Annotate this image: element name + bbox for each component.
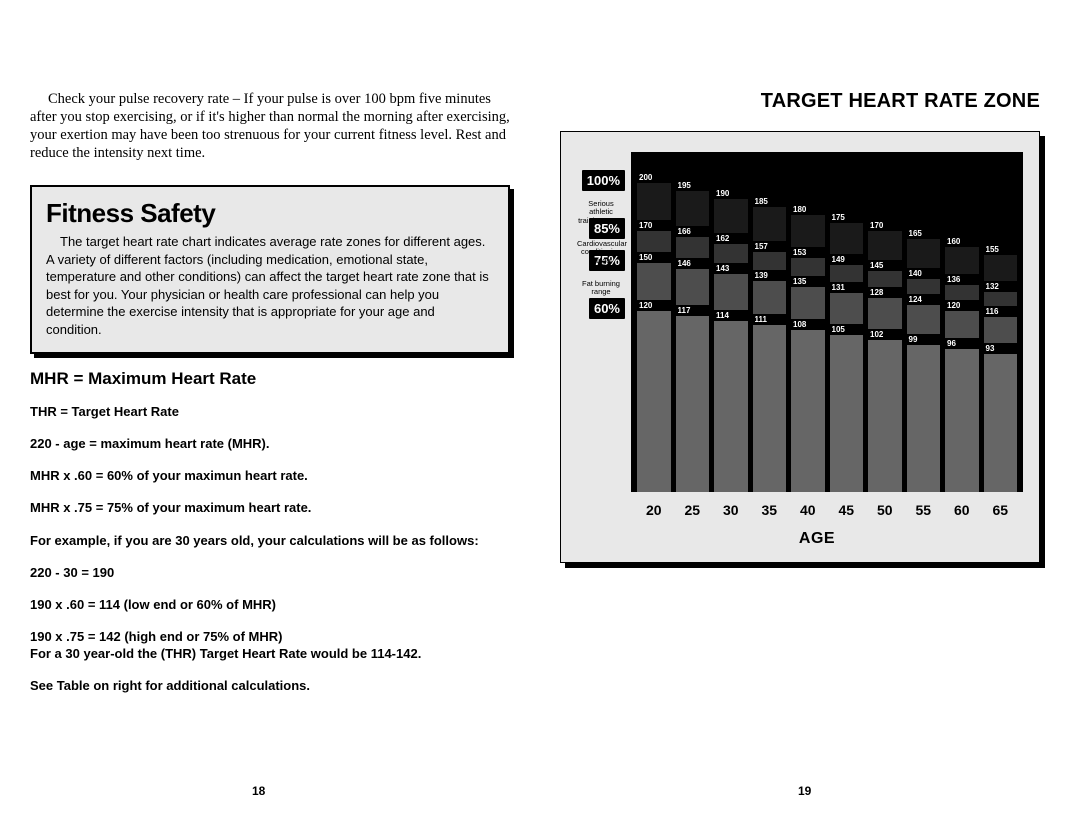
y-percent-label: 100% bbox=[582, 170, 625, 191]
page-number-right: 19 bbox=[798, 784, 811, 798]
bar-value-label: 128 bbox=[868, 287, 902, 298]
def-line: 190 x .75 = 142 (high end or 75% of MHR)… bbox=[30, 629, 510, 662]
left-page: Check your pulse recovery rate – If your… bbox=[30, 90, 510, 804]
chart-title: TARGET HEART RATE ZONE bbox=[560, 90, 1040, 113]
bar-value-label: 157 bbox=[753, 241, 787, 252]
bar-value-label: 145 bbox=[868, 260, 902, 271]
definitions: MHR = Maximum Heart Rate THR = Target He… bbox=[30, 368, 510, 694]
def-line: See Table on right for additional calcul… bbox=[30, 678, 510, 694]
def-line: 220 - age = maximum heart rate (MHR). bbox=[30, 436, 510, 452]
bar-column: 165 140 124 99 bbox=[907, 228, 941, 492]
x-tick: 60 bbox=[945, 502, 979, 518]
bar-value-label: 120 bbox=[637, 300, 671, 311]
right-page: TARGET HEART RATE ZONE 100%85%75%60%Seri… bbox=[560, 90, 1040, 804]
bar-value-label: 150 bbox=[637, 252, 671, 263]
bar-value-label: 102 bbox=[868, 329, 902, 340]
bar-value-label: 190 bbox=[714, 188, 748, 199]
bar-value-label: 170 bbox=[868, 220, 902, 231]
bars-area: 2001701501201951661461171901621431141851… bbox=[631, 152, 1023, 492]
heart-rate-chart: 100%85%75%60%Serious athletic training r… bbox=[560, 131, 1040, 563]
fitness-safety-title: Fitness Safety bbox=[46, 197, 494, 230]
bar-value-label: 96 bbox=[945, 338, 979, 349]
bar-value-label: 175 bbox=[830, 212, 864, 223]
y-axis: 100%85%75%60%Serious athletic training r… bbox=[571, 152, 631, 492]
page-number-left: 18 bbox=[252, 784, 265, 798]
bar-value-label: 170 bbox=[637, 220, 671, 231]
bar-column: 200 170 150 120 bbox=[637, 172, 671, 492]
bar-column: 195 166 146 117 bbox=[676, 180, 710, 492]
bar-value-label: 140 bbox=[907, 268, 941, 279]
def-line: For example, if you are 30 years old, yo… bbox=[30, 533, 510, 549]
bar-value-label: 155 bbox=[984, 244, 1018, 255]
x-tick: 20 bbox=[637, 502, 671, 518]
bar-value-label: 120 bbox=[945, 300, 979, 311]
bar-column: 155 132 116 93 bbox=[984, 244, 1018, 492]
x-axis: 20 2530 3540 4550 5560 65 bbox=[631, 492, 1023, 518]
bar-value-label: 153 bbox=[791, 247, 825, 258]
bar-value-label: 200 bbox=[637, 172, 671, 183]
bar-value-label: 93 bbox=[984, 343, 1018, 354]
bar-value-label: 116 bbox=[984, 306, 1018, 317]
def-line: 190 x .60 = 114 (low end or 60% of MHR) bbox=[30, 597, 510, 613]
bar-value-label: 165 bbox=[907, 228, 941, 239]
fitness-safety-box: Fitness Safety The target heart rate cha… bbox=[30, 185, 510, 355]
fitness-safety-body: The target heart rate chart indicates av… bbox=[46, 233, 494, 338]
bar-value-label: 146 bbox=[676, 258, 710, 269]
bar-value-label: 180 bbox=[791, 204, 825, 215]
x-tick: 55 bbox=[907, 502, 941, 518]
x-tick: 45 bbox=[830, 502, 864, 518]
bar-value-label: 185 bbox=[753, 196, 787, 207]
bar-value-label: 143 bbox=[714, 263, 748, 274]
zone-label: Cardiovascular conditioning range bbox=[577, 240, 625, 265]
bar-column: 175 149 131 105 bbox=[830, 212, 864, 492]
bar-value-label: 162 bbox=[714, 233, 748, 244]
bar-value-label: 166 bbox=[676, 226, 710, 237]
y-percent-label: 60% bbox=[589, 298, 625, 319]
bar-value-label: 108 bbox=[791, 319, 825, 330]
x-tick: 35 bbox=[753, 502, 787, 518]
bar-column: 170 145 128 102 bbox=[868, 220, 902, 492]
x-tick: 30 bbox=[714, 502, 748, 518]
bar-value-label: 160 bbox=[945, 236, 979, 247]
bar-value-label: 105 bbox=[830, 324, 864, 335]
bar-value-label: 117 bbox=[676, 305, 710, 316]
bar-value-label: 132 bbox=[984, 281, 1018, 292]
x-tick: 65 bbox=[984, 502, 1018, 518]
def-line: MHR x .60 = 60% of your maximun heart ra… bbox=[30, 468, 510, 484]
bar-value-label: 139 bbox=[753, 270, 787, 281]
bar-value-label: 135 bbox=[791, 276, 825, 287]
bar-column: 185 157 139 111 bbox=[753, 196, 787, 492]
bar-column: 190 162 143 114 bbox=[714, 188, 748, 492]
bar-value-label: 124 bbox=[907, 294, 941, 305]
def-line: 220 - 30 = 190 bbox=[30, 565, 510, 581]
bar-value-label: 111 bbox=[753, 314, 787, 325]
zone-label: Serious athletic training range bbox=[577, 200, 625, 225]
bar-value-label: 149 bbox=[830, 254, 864, 265]
x-tick: 40 bbox=[791, 502, 825, 518]
bar-value-label: 136 bbox=[945, 274, 979, 285]
mhr-heading: MHR = Maximum Heart Rate bbox=[30, 368, 510, 389]
bar-column: 160 136 120 96 bbox=[945, 236, 979, 492]
bar-value-label: 131 bbox=[830, 282, 864, 293]
age-axis-label: AGE bbox=[611, 530, 1023, 548]
intro-paragraph: Check your pulse recovery rate – If your… bbox=[30, 90, 510, 163]
bar-value-label: 99 bbox=[907, 334, 941, 345]
def-line: MHR x .75 = 75% of your maximum heart ra… bbox=[30, 500, 510, 516]
x-tick: 50 bbox=[868, 502, 902, 518]
zone-label: Fat burning range bbox=[577, 280, 625, 297]
bar-value-label: 195 bbox=[676, 180, 710, 191]
bar-column: 180 153 135 108 bbox=[791, 204, 825, 492]
bar-value-label: 114 bbox=[714, 310, 748, 321]
def-line: THR = Target Heart Rate bbox=[30, 404, 510, 420]
x-tick: 25 bbox=[676, 502, 710, 518]
